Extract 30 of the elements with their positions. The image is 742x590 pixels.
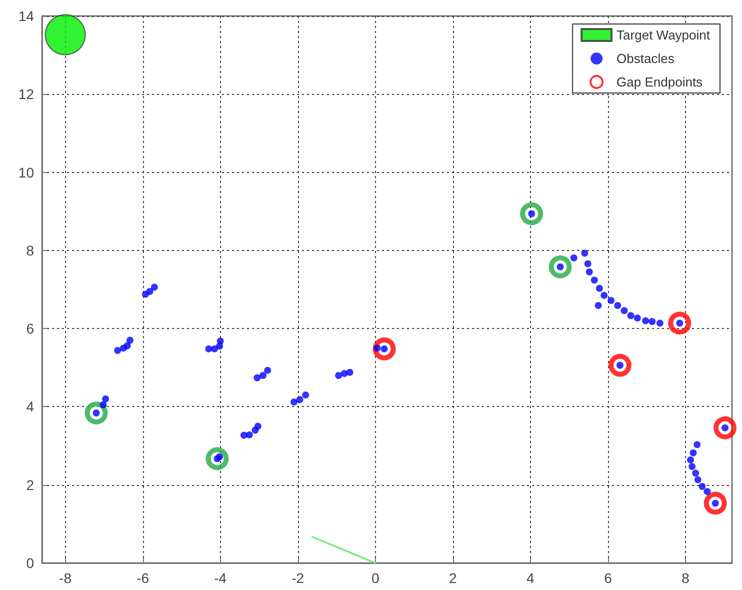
y-tick-label: 6 <box>26 320 34 337</box>
y-tick-label: 2 <box>26 476 34 493</box>
x-tick-label: 2 <box>449 570 457 586</box>
x-tick-label: -6 <box>136 570 150 586</box>
x-tick-label: -8 <box>59 570 72 586</box>
x-tick-label: 0 <box>371 570 380 586</box>
legend-label: Obstacles <box>616 51 675 66</box>
point <box>548 255 572 278</box>
point <box>520 202 544 226</box>
y-tick-label: 8 <box>26 242 34 258</box>
y-tick-label: 14 <box>18 8 34 24</box>
x-tick-label: -2 <box>292 570 304 586</box>
legend-label: Target Waypoint <box>616 28 710 42</box>
x-tick-label: 4 <box>526 570 535 586</box>
point <box>372 337 396 360</box>
point <box>608 354 632 377</box>
point <box>704 492 727 515</box>
y-tick-label: 12 <box>18 86 34 102</box>
point <box>44 14 86 56</box>
x-tick-label: -4 <box>214 570 227 586</box>
x-tick-label: 6 <box>604 570 612 586</box>
point <box>206 447 229 470</box>
y-tick-label: 0 <box>26 555 34 571</box>
x-tick-label: 8 <box>682 570 690 586</box>
point <box>714 416 737 440</box>
legend-label: Gap Endpoints <box>616 74 704 90</box>
y-tick-label: 4 <box>26 398 34 415</box>
point <box>84 401 108 424</box>
point <box>668 312 692 335</box>
y-tick-label: 10 <box>18 164 34 180</box>
